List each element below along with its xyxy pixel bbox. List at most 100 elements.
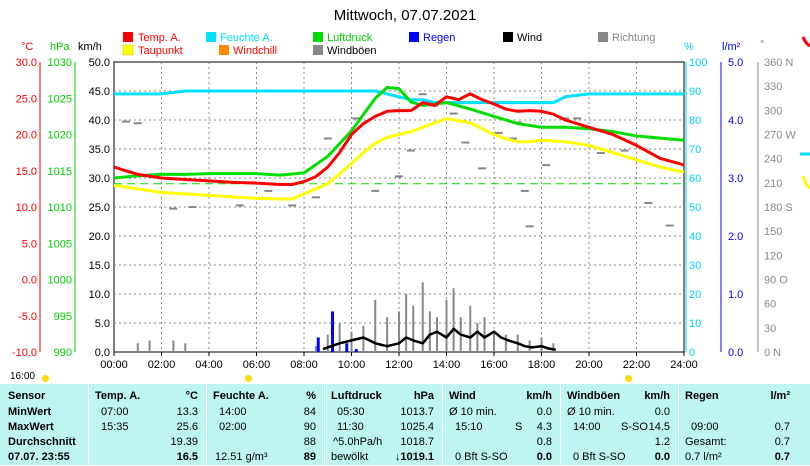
wind-tick-label: 15.0 [89,260,110,272]
temp-tick-label: 25.0 [16,93,37,105]
sunset-icon [625,375,632,382]
temp-max-time: 15:35 [101,421,129,433]
temp-avg-value: 19.39 [170,436,198,448]
dir-tick-label: 330 [764,81,782,93]
dir-tick-label: 300 [764,105,782,117]
row-label: 07.07. 23:55 [8,451,70,463]
rain-bar [331,311,334,352]
rain-tick-label: 2.0 [728,231,743,243]
wind-tick-label: 0.0 [95,347,110,359]
temp-max-value: 25.6 [176,421,198,433]
grid [114,62,684,352]
temp-tick-label: 20.0 [16,130,37,142]
header-rain: Regen [685,390,719,402]
stats-wind: Wind km/h Ø 10 min. 0.0 15:10 S 4.3 0.8 0 Bf… [442,384,560,465]
hum-tick-label: 0 [689,347,695,359]
rain-bar [316,337,320,352]
hum-current-value: 89 [303,451,316,463]
wind-avg-value: 0.8 [536,436,552,448]
header-temp-unit: °C [185,390,198,402]
wind-min-time: Ø 10 min. [449,406,497,418]
hum-tick-label: 10 [689,318,701,330]
dir-tick-label: 150 [764,226,782,238]
dir-tick-label: 270 W [764,130,796,142]
legend-swatch-humidity [206,32,216,42]
hum-min-value: 84 [303,406,316,418]
chart-title: Mittwoch, 07.07.2021 [334,7,477,24]
legend-swatch-rain [409,32,419,42]
legend-label-gusts: Windböen [327,45,377,57]
header-temp: Temp. A. [95,390,141,402]
x-tick-label: 20:00 [575,359,603,370]
press-forecast: bewölkt [331,451,369,463]
rain-tick-label: 3.0 [728,173,743,185]
stats-humidity: Feuchte A.% 14:00 84 02:00 90 88 12.51 g/m… [206,384,324,465]
rain-total-label: Gesamt: [685,436,727,448]
unit-humidity: % [684,41,694,53]
rain-tick-label: 4.0 [728,115,743,127]
wind-tick-label: 35.0 [89,144,110,156]
dew-marker [801,175,810,190]
press-tick-label: 1010 [48,202,72,214]
gust-avg-value: 1.2 [654,436,670,448]
weather-chart: Mittwoch, 07.07.2021 Temp. A. Feuchte A.… [12,7,810,370]
stats-rain: Regen l/m² 09:00 0.7 Gesamt: 0.7 0.7 l/m² 0.… [678,384,810,465]
hum-avg-value: 88 [303,436,316,448]
dir-tick-label: 0 N [764,347,781,359]
legend-label-rain: Regen [423,32,455,44]
hum-tick-label: 60 [689,173,701,185]
hum-tick-label: 20 [689,289,701,301]
row-label: Durchschnitt [8,436,76,448]
legend-label-dewpoint: Taupunkt [138,45,183,57]
rain-bar [354,349,358,352]
temp-tick-label: 10.0 [16,202,37,214]
legend-label-pressure: Luftdruck [327,32,373,44]
gust-max-value: 14.5 [648,421,670,433]
temperature-line [113,92,685,186]
hum-tick-label: 40 [689,231,701,243]
hum-tick-label: 90 [689,86,701,98]
temp-tick-label: 30.0 [16,57,37,69]
press-min-time: 05:30 [337,406,365,418]
hum-tick-label: 30 [689,260,701,272]
rain-tick-label: 0.0 [728,347,743,359]
header-rain-unit: l/m² [770,390,790,402]
rain-current-value: 0.7 [774,451,790,463]
rain-current: 0.7 l/m² [685,451,722,463]
dir-tick-label: 210 [764,178,782,190]
hum-max-time: 02:00 [219,421,247,433]
row-label: MaxWert [8,421,54,433]
legend-swatch-wind [503,32,513,42]
rain-bar [345,343,349,352]
gust-max-dir: S-SO [621,421,648,433]
wind-tick-label: 10.0 [89,289,110,301]
hum-tick-label: 70 [689,144,701,156]
wind-tick-label: 5.0 [95,318,110,330]
press-trend: ^5.0hPa/h [333,436,383,448]
temp-tick-label: 15.0 [16,166,37,178]
legend-swatch-pressure [313,32,323,42]
press-max-time: 11:30 [337,421,364,433]
temp-tick-label: 5.0 [22,238,37,250]
unit-rain: l/m² [722,41,741,53]
dir-tick-label: 180 S [764,202,793,214]
hum-tick-label: 100 [689,57,707,69]
legend-label-windchill: Windchill [233,45,277,57]
sunrise-icon [245,375,252,382]
legend-swatch-temp [123,32,133,42]
press-tick-label: 1000 [48,275,72,287]
x-tick-label: 04:00 [195,359,223,370]
temp-tick-label: -5.0 [18,311,37,323]
series-layer [113,85,685,352]
x-tick-label: 10:00 [338,359,366,370]
rain-tick-label: 5.0 [728,57,743,69]
press-tick-label: 1005 [48,238,72,250]
wind-tick-label: 20.0 [89,231,110,243]
temp-min-value: 13.3 [176,406,198,418]
dir-tick-label: 60 [764,299,776,311]
temp-tick-label: -10.0 [12,347,37,359]
temp-marker [801,36,810,48]
wind-tick-label: 45.0 [89,86,110,98]
legend-swatch-windchill [219,45,229,55]
press-tick-label: 1020 [48,130,72,142]
